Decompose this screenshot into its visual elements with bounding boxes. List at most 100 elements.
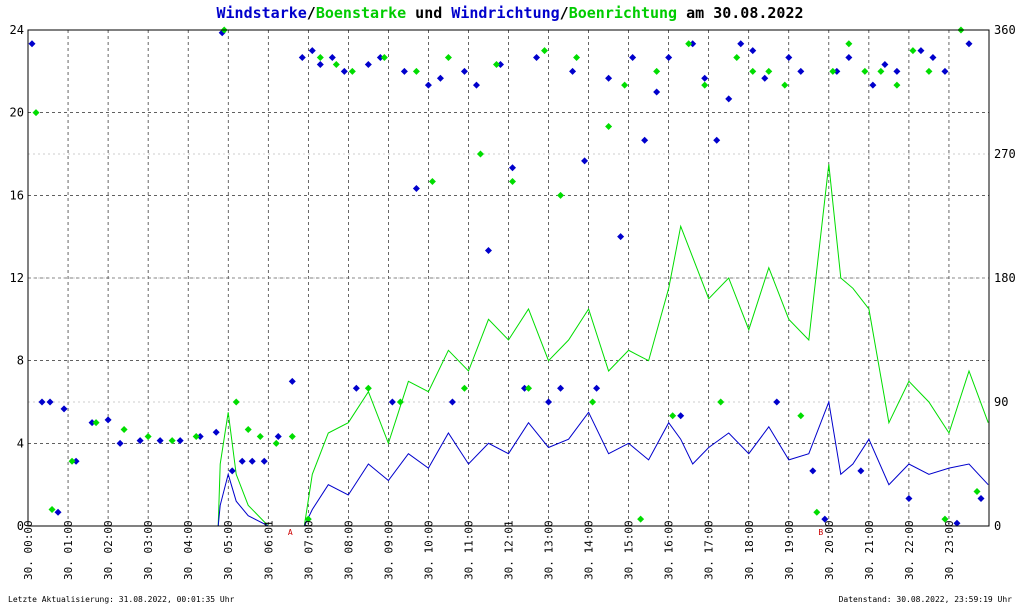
left-tick-label: 16 <box>10 188 24 202</box>
wind-direction-point <box>308 47 316 55</box>
x-tick-label: 30. 13:00 <box>543 520 556 580</box>
gust-direction-point <box>316 54 324 62</box>
gust-direction-point <box>557 191 565 199</box>
title-part-2: Boenstarke <box>316 4 406 22</box>
wind-direction-point <box>821 515 829 523</box>
wind-direction-point <box>761 74 769 82</box>
gust-direction-point <box>829 67 837 75</box>
event-marker-label: B <box>818 528 823 537</box>
gust-direction-point <box>304 515 312 523</box>
wind-direction-point <box>288 377 296 385</box>
gust-direction-point <box>685 40 693 48</box>
wind-direction-point <box>388 398 396 406</box>
gust-direction-point <box>168 437 176 445</box>
gust-direction-point <box>621 81 629 89</box>
wind-direction-point <box>298 54 306 62</box>
gust-direction-point <box>605 122 613 130</box>
gust-direction-point <box>144 432 152 440</box>
wind-direction-point <box>797 67 805 75</box>
gust-direction-point <box>589 398 597 406</box>
wind-direction-point <box>60 405 68 413</box>
wind-direction-point <box>953 519 961 527</box>
title-part-1: / <box>307 4 316 22</box>
wind-direction-point <box>509 164 517 172</box>
wind-direction-point <box>749 47 757 55</box>
gust-direction-point <box>348 67 356 75</box>
wind-direction-point <box>412 184 420 192</box>
gust-direction-point <box>637 515 645 523</box>
wind-direction-point <box>917 47 925 55</box>
wind-direction-point <box>857 467 865 475</box>
wind-direction-point <box>400 67 408 75</box>
x-tick-label: 30. 01:00 <box>62 520 75 580</box>
wind-direction-point <box>533 54 541 62</box>
gust-direction-point <box>973 488 981 496</box>
gust-direction-point <box>541 47 549 55</box>
gust-direction-point <box>232 398 240 406</box>
x-tick-label: 30. 07:00 <box>302 520 315 580</box>
right-tick-label: 360 <box>994 23 1016 37</box>
wind-direction-point <box>88 419 96 427</box>
x-tick-label: 30. 04:00 <box>182 520 195 580</box>
direction-points <box>28 26 985 527</box>
wind-direction-point <box>881 60 889 68</box>
wind-direction-point <box>521 384 529 392</box>
x-tick-label: 30. 05:00 <box>222 520 235 580</box>
wind-direction-point <box>653 88 661 96</box>
wind-direction-point <box>641 136 649 144</box>
gust-direction-point <box>120 426 128 434</box>
left-tick-label: 20 <box>10 106 24 120</box>
gust-direction-point <box>256 432 264 440</box>
wind-direction-point <box>54 508 62 516</box>
wind-direction-point <box>72 457 80 465</box>
gust-direction-point <box>192 432 200 440</box>
x-tick-label: 30. 00:00 <box>22 520 35 580</box>
x-tick-label: 30. 08:00 <box>342 520 355 580</box>
wind-direction-point <box>845 54 853 62</box>
x-tick-label: 30. 20:00 <box>823 520 836 580</box>
gust-direction-point <box>877 67 885 75</box>
wind-direction-point <box>136 437 144 445</box>
wind-direction-point <box>617 233 625 241</box>
wind-direction-point <box>328 54 336 62</box>
wind-direction-point <box>605 74 613 82</box>
wind-direction-point <box>833 67 841 75</box>
wind-direction-point <box>46 398 54 406</box>
wind-direction-point <box>248 457 256 465</box>
wind-direction-point <box>274 432 282 440</box>
title-part-5: / <box>560 4 569 22</box>
x-tick-label: 30. 16:00 <box>663 520 676 580</box>
x-tick-label: 30. 17:00 <box>703 520 716 580</box>
title-part-7: am 30.08.2022 <box>677 4 803 22</box>
gust-direction-point <box>476 150 484 158</box>
left-tick-label: 4 <box>17 436 24 450</box>
wind-direction-point <box>238 457 246 465</box>
footer-data-status: Datenstand: 30.08.2022, 23:59:19 Uhr <box>839 595 1013 604</box>
x-tick-label: 30. 03:00 <box>142 520 155 580</box>
gust-direction-point <box>813 508 821 516</box>
gust-direction-point <box>244 426 252 434</box>
x-axis-ticks: 30. 00:00 30. 01:00 30. 02:00 30. 03:00 30. … <box>22 520 956 580</box>
wind-direction-point <box>629 54 637 62</box>
gust-direction-point <box>717 398 725 406</box>
gust-direction-point <box>380 54 388 62</box>
gust-direction-point <box>653 67 661 75</box>
wind-direction-point <box>196 432 204 440</box>
wind-direction-point <box>116 439 124 447</box>
title-part-6: Boenrichtung <box>569 4 677 22</box>
left-axis-ticks: 0 4 8 12 16 20 24 <box>10 23 24 533</box>
wind-direction-point <box>929 54 937 62</box>
x-tick-label: 30. 18:00 <box>743 520 756 580</box>
gust-direction-point <box>925 67 933 75</box>
wind-direction-point <box>893 67 901 75</box>
gust-direction-point <box>765 67 773 75</box>
wind-direction-point <box>424 81 432 89</box>
event-marker-label: A <box>288 528 293 537</box>
title-part-3: und <box>406 4 451 22</box>
wind-direction-point <box>472 81 480 89</box>
wind-direction-point <box>212 428 220 436</box>
wind-direction-point <box>316 60 324 68</box>
